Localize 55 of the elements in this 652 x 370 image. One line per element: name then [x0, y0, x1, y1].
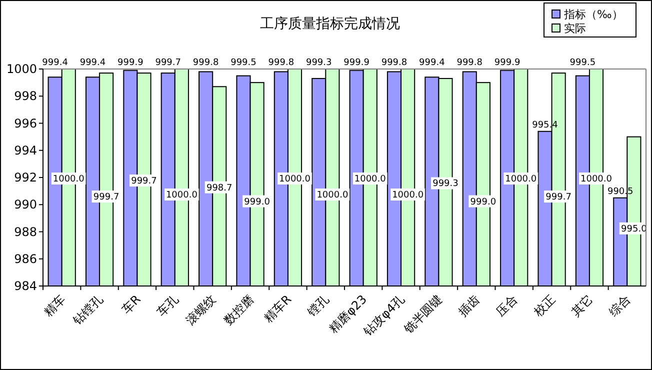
y-tick-label: 996: [14, 116, 37, 130]
y-tick-label: 990: [14, 198, 37, 212]
data-label: 995.0: [621, 224, 648, 234]
data-label: 1000.0: [166, 190, 198, 200]
data-label: 999.4: [80, 58, 106, 68]
data-label: 999.5: [570, 58, 596, 68]
data-label: 999.0: [470, 197, 496, 208]
data-label: 1000.0: [505, 174, 537, 184]
data-label: 999.8: [381, 58, 408, 68]
x-tick-label: 综合: [606, 292, 634, 320]
x-tick-label: 其它: [568, 292, 596, 320]
data-label: 1000.0: [279, 174, 311, 184]
x-tick-label: 校正: [530, 292, 558, 320]
data-label: 998.7: [206, 183, 232, 194]
x-tick-label: 车R: [119, 292, 144, 317]
x-tick-label: 车孔: [154, 292, 182, 320]
legend-label: 指标（‰）: [563, 8, 623, 21]
chart-title: 工序质量指标完成情况: [260, 16, 400, 32]
legend-label: 实际: [564, 22, 586, 35]
data-label: 1000.0: [316, 190, 348, 200]
data-label: 999.7: [546, 192, 572, 203]
y-tick-label: 988: [14, 224, 37, 239]
x-tick-label: 压合: [493, 292, 520, 320]
data-label: 999.5: [230, 58, 256, 68]
data-label: 999.0: [244, 197, 270, 208]
x-tick-label: 精车R: [261, 292, 294, 325]
y-tick-label: 984: [14, 279, 37, 293]
y-tick-label: 994: [14, 143, 37, 158]
data-label: 999.8: [192, 58, 219, 68]
data-label: 1000.0: [392, 190, 424, 200]
data-label: 999.7: [131, 176, 157, 187]
data-label: 999.9: [494, 58, 520, 68]
data-label: 999.8: [268, 58, 294, 68]
data-label: 1000.0: [52, 174, 85, 184]
x-tick-label: 钻镗孔: [70, 292, 106, 328]
data-label: 999.3: [306, 58, 332, 68]
x-tick-label: 插齿: [456, 292, 483, 320]
data-label: 1000.0: [580, 174, 612, 184]
data-label: 1000.0: [354, 174, 386, 184]
y-tick-label: 998: [14, 89, 37, 104]
x-tick-label: 精车: [41, 292, 68, 320]
data-label: 999.4: [42, 58, 68, 68]
data-label: 999.9: [118, 58, 144, 68]
x-tick-label: 滚螺纹: [183, 292, 219, 328]
data-label: 999.7: [93, 192, 120, 203]
data-label: 999.4: [419, 58, 446, 68]
y-tick-label: 986: [14, 252, 37, 266]
y-tick-label: 1000: [6, 62, 37, 76]
data-label: 999.9: [344, 58, 370, 68]
y-tick-label: 992: [14, 170, 37, 184]
data-label: 999.8: [456, 58, 483, 68]
data-label: 999.7: [155, 58, 182, 68]
data-label: 999.3: [432, 179, 458, 190]
x-tick-label: 数控磨: [221, 292, 256, 328]
x-tick-label: 镗孔: [304, 292, 332, 320]
